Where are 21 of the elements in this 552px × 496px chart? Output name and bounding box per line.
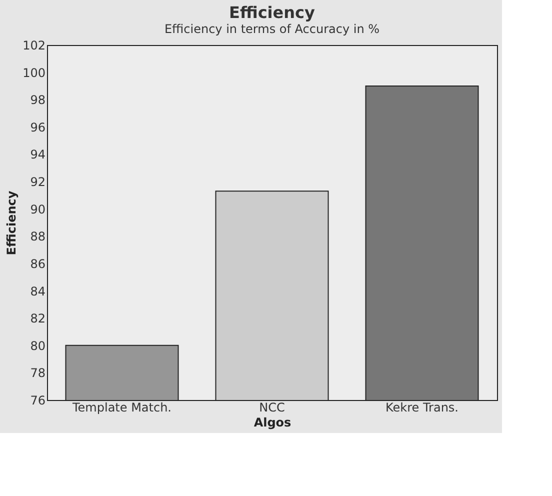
x-tick-label: Template Match. <box>72 400 172 414</box>
y-tick-label: 84 <box>30 284 46 298</box>
y-tick-label: 102 <box>22 38 46 52</box>
y-tick-label: 86 <box>30 256 46 271</box>
y-tick-label: 78 <box>30 366 46 380</box>
chart-title: Efficiency <box>229 3 316 22</box>
x-tick-label: NCC <box>259 400 285 414</box>
x-axis-title: Algos <box>254 416 292 430</box>
y-tick-label: 92 <box>30 175 46 190</box>
y-axis-title: Efficiency <box>4 190 19 256</box>
y-tick-label: 94 <box>30 148 46 162</box>
y-tick-label: 96 <box>30 120 46 134</box>
y-tick-label: 98 <box>30 93 46 108</box>
y-tick-label: 88 <box>30 230 46 244</box>
y-tick-label: 76 <box>30 394 46 408</box>
y-tick-label: 80 <box>30 338 46 353</box>
y-tick-label: 100 <box>22 66 46 80</box>
x-tick-label: Kekre Trans. <box>386 400 458 414</box>
y-tick-label: 82 <box>30 312 46 326</box>
y-tick-label: 90 <box>30 202 46 216</box>
chart-subtitle: Efficiency in terms of Accuracy in % <box>164 22 380 36</box>
